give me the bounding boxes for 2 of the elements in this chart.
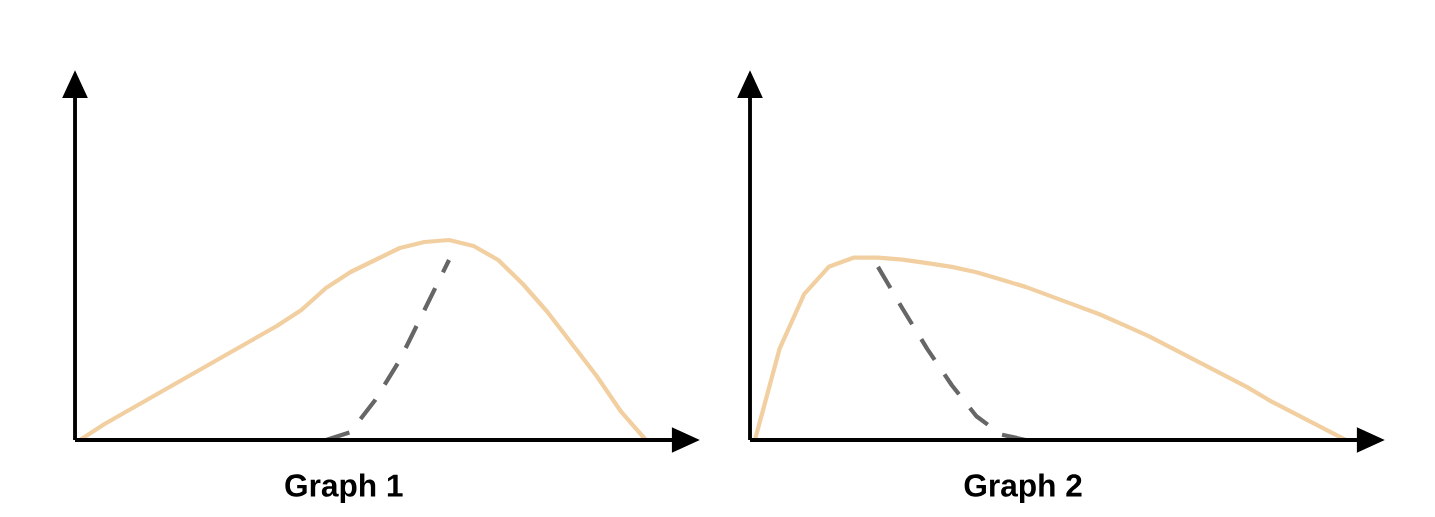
x-axis-title: Graph 1 [285, 473, 403, 503]
x-axis-title: Graph 2 [964, 473, 1082, 503]
